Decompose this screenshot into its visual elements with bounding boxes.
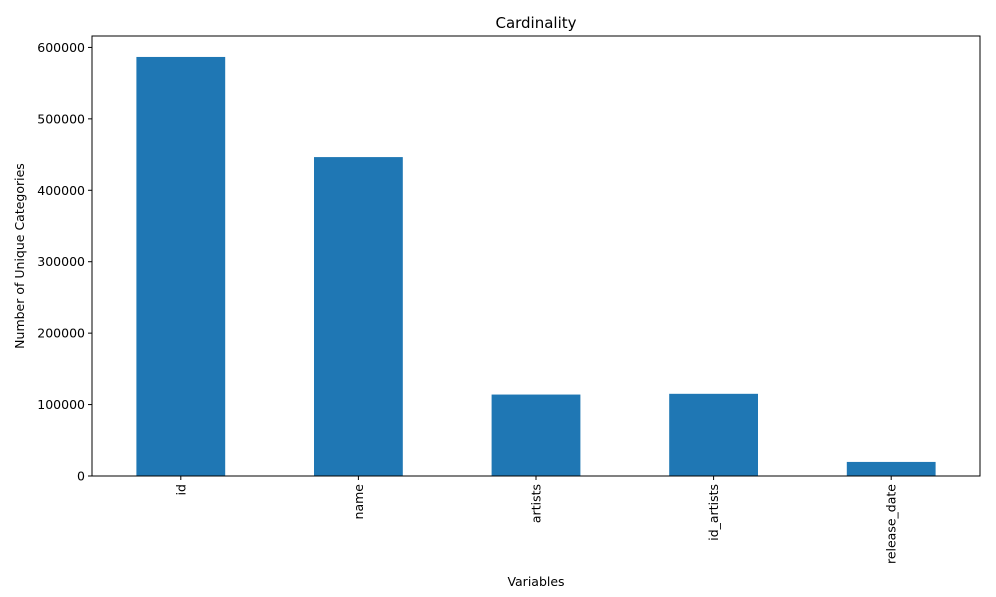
y-tick-label: 100000 (37, 397, 85, 412)
y-tick-label: 300000 (37, 254, 85, 269)
bar-name (314, 157, 403, 476)
bars-layer (136, 56, 936, 476)
y-axis-label: Number of Unique Categories (12, 163, 27, 349)
x-tick-label: release_date (884, 484, 899, 564)
y-tick-label: 500000 (37, 111, 85, 126)
y-tick-label: 200000 (37, 326, 85, 341)
x-tick-label: artists (529, 484, 544, 523)
y-tick-label: 600000 (37, 40, 85, 55)
x-tick-label: id (173, 484, 188, 495)
bar-id (136, 56, 226, 476)
x-axis-label: Variables (507, 574, 564, 589)
x-tick-label: id_artists (706, 484, 721, 541)
y-tick-label: 0 (77, 469, 85, 484)
bar-artists (491, 394, 581, 476)
x-tick-label: name (351, 484, 366, 520)
bar-id-artists (669, 393, 758, 476)
x-axis: id name artists id_artists release_date (173, 476, 899, 564)
bar-release-date (846, 461, 936, 476)
chart-title: Cardinality (495, 14, 576, 32)
y-axis: 0 100000 200000 300000 400000 500000 600000 (37, 40, 92, 484)
y-tick-label: 400000 (37, 183, 85, 198)
